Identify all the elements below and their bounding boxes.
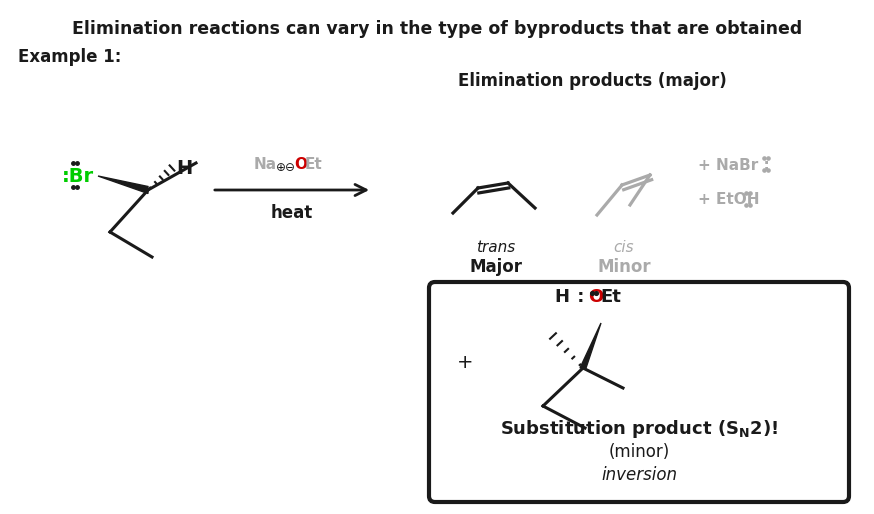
Text: Na: Na (254, 157, 277, 172)
Text: ⊕: ⊕ (276, 161, 286, 174)
Text: :: : (571, 288, 591, 306)
Text: + NaBr :: + NaBr : (698, 157, 770, 173)
Polygon shape (98, 176, 148, 193)
Text: + EtOH: + EtOH (698, 193, 760, 208)
Text: (minor): (minor) (608, 443, 669, 461)
Text: heat: heat (271, 204, 313, 222)
Polygon shape (580, 323, 601, 368)
Text: ⊖: ⊖ (285, 161, 295, 174)
Text: inversion: inversion (601, 466, 677, 484)
Text: O: O (294, 157, 307, 172)
FancyBboxPatch shape (429, 282, 849, 502)
Text: trans: trans (476, 240, 516, 255)
Text: Elimination products (major): Elimination products (major) (458, 72, 726, 90)
Text: H: H (554, 288, 569, 306)
Text: Et: Et (600, 288, 621, 306)
Text: O: O (588, 288, 603, 306)
Text: Minor: Minor (597, 258, 651, 276)
Text: Elimination reactions can vary in the type of byproducts that are obtained: Elimination reactions can vary in the ty… (72, 20, 802, 38)
Text: Example 1:: Example 1: (18, 48, 121, 66)
Text: +: + (457, 354, 474, 373)
Text: Substitution product ($\mathbf{S_N}$2)!: Substitution product ($\mathbf{S_N}$2)! (500, 418, 778, 440)
Text: cis: cis (614, 240, 635, 255)
Text: :Br: :Br (62, 167, 94, 186)
Text: H: H (176, 158, 192, 177)
Text: Major: Major (469, 258, 523, 276)
Text: Et: Et (305, 157, 323, 172)
